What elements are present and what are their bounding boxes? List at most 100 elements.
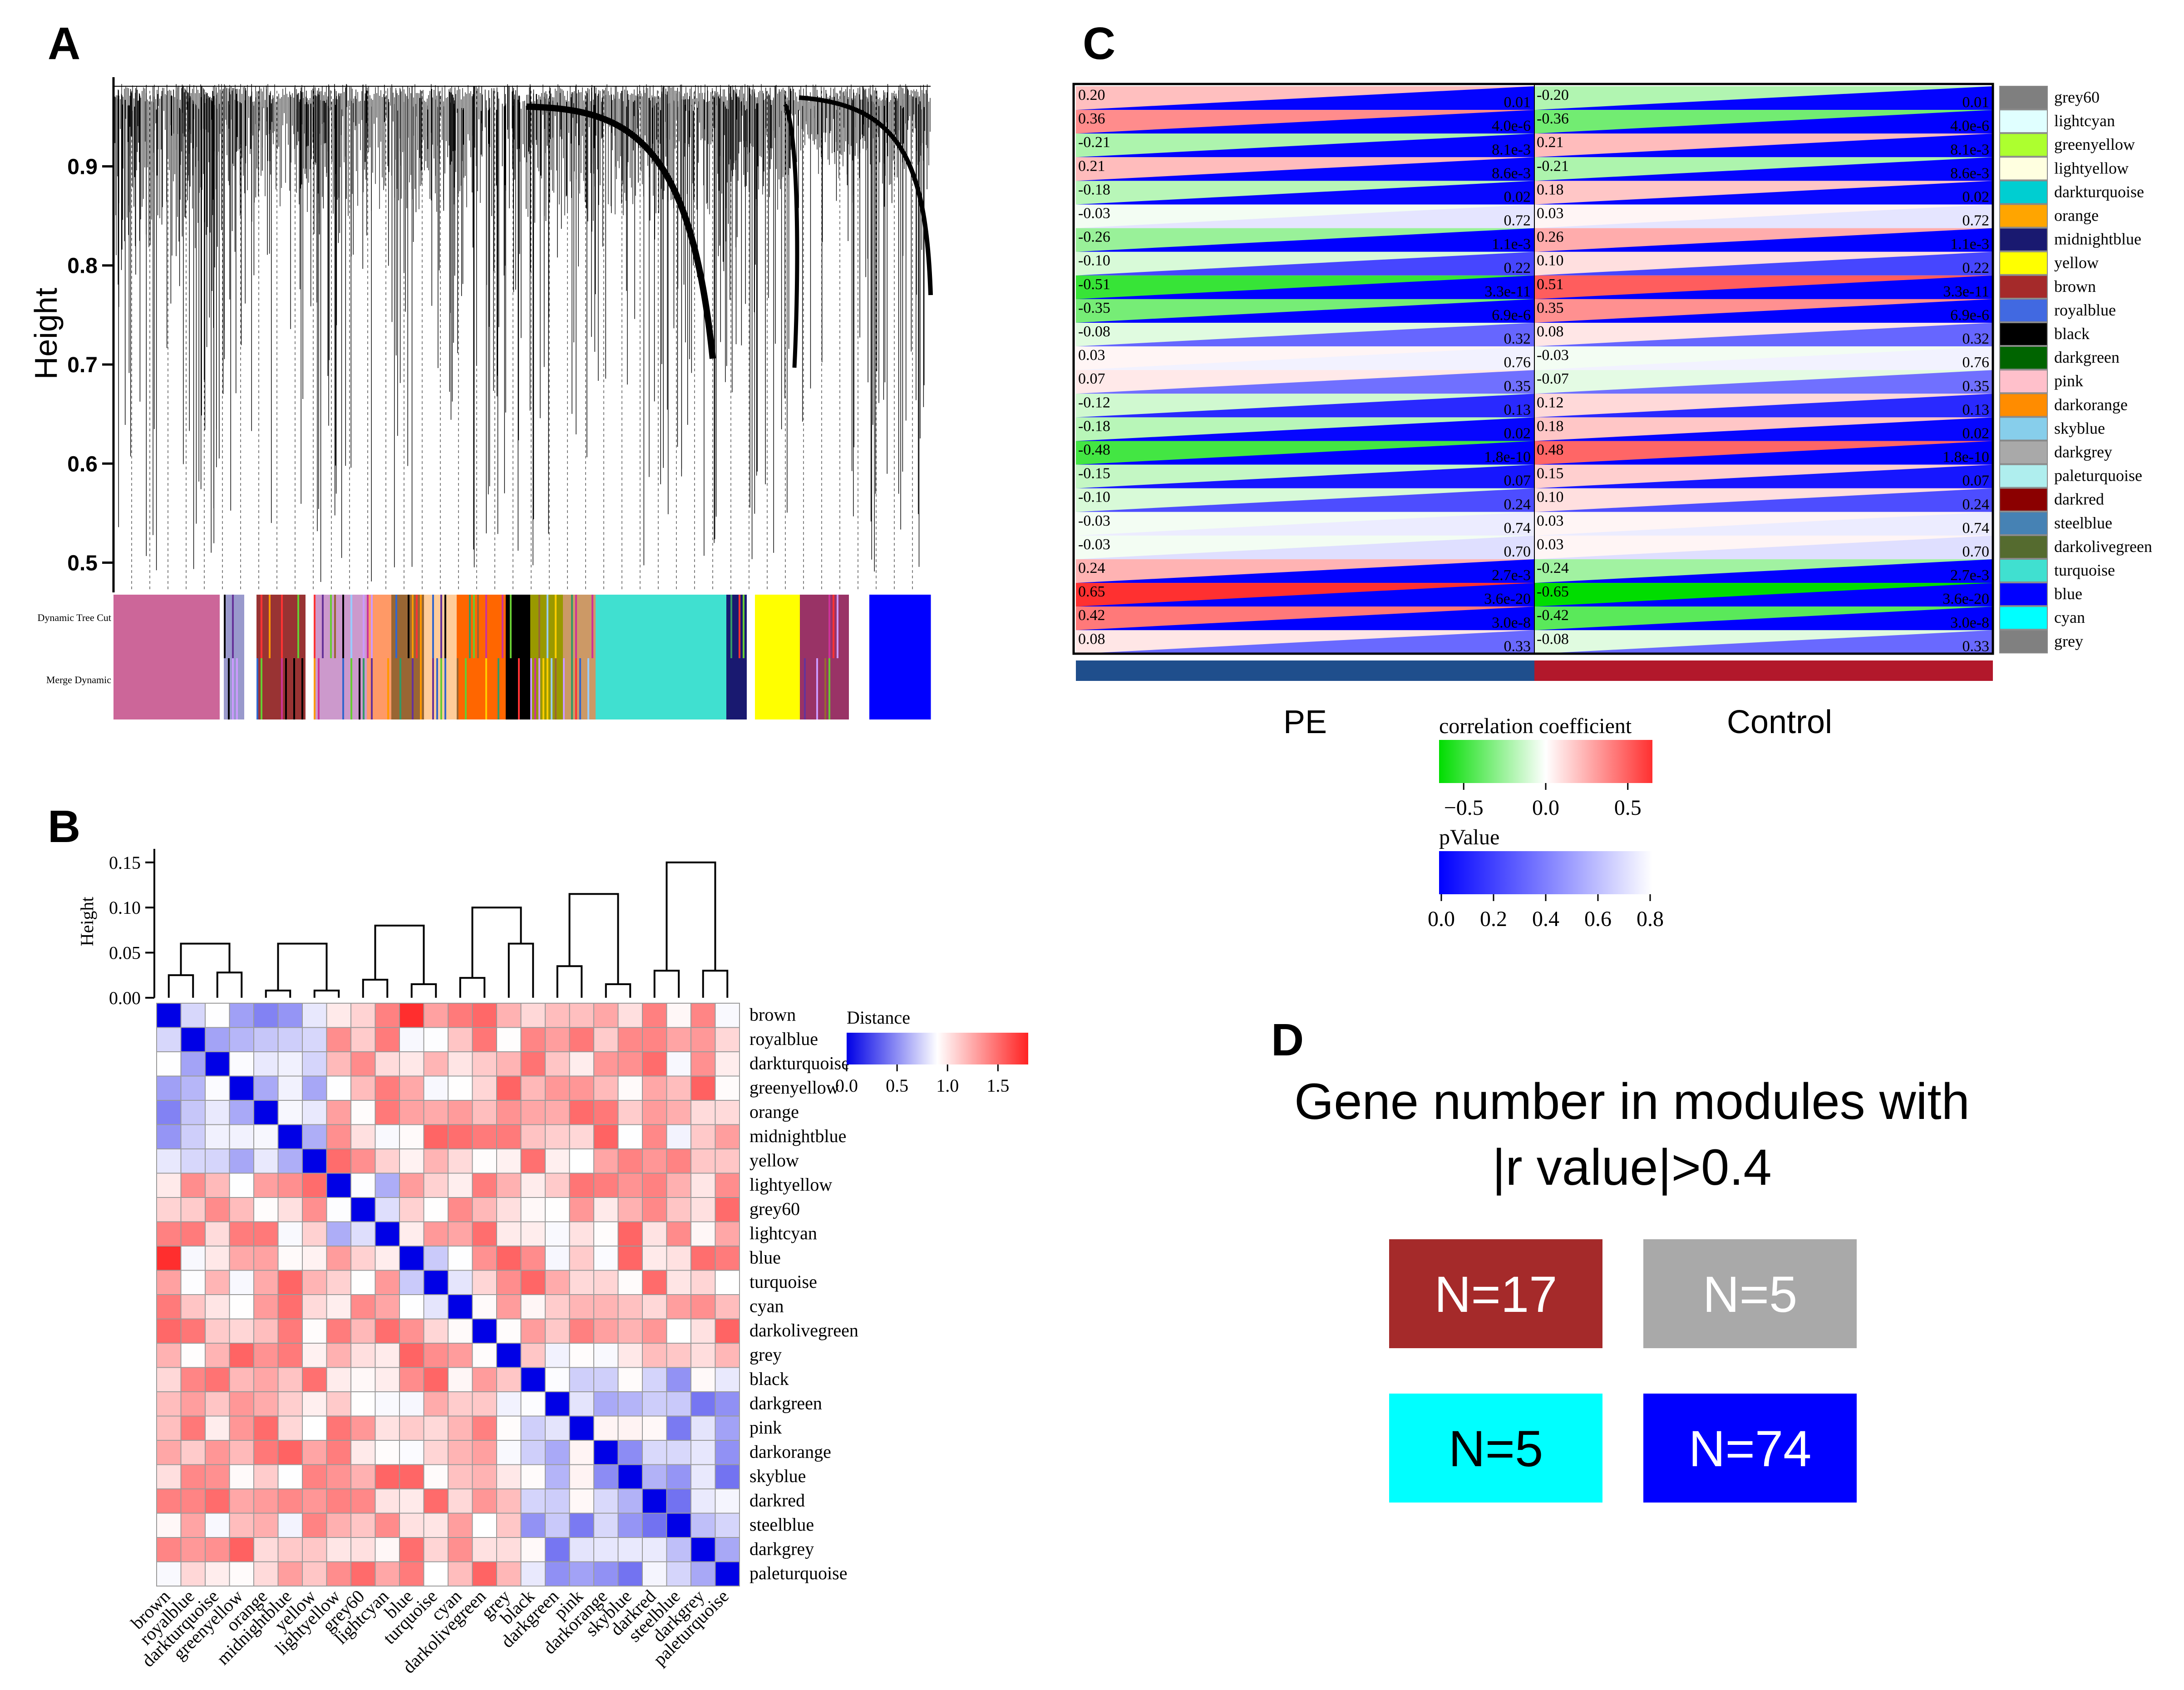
distance-cell (375, 1561, 400, 1587)
distance-cell (520, 1367, 546, 1392)
module-color-stripe (371, 595, 373, 658)
distance-cell (229, 1003, 254, 1028)
distance-cell (666, 1148, 691, 1174)
module-swatch (1999, 298, 2048, 323)
distance-cell (593, 1513, 619, 1538)
pvalue-value: 0.70 (1504, 543, 1531, 560)
distance-cell (569, 1513, 594, 1538)
pvalue-triangle (1534, 251, 1993, 276)
distance-cell (156, 1488, 182, 1514)
dendro-link (508, 942, 534, 998)
distance-cell (229, 1246, 254, 1271)
module-swatch (1999, 133, 2048, 157)
distance-cell (399, 1027, 424, 1052)
correlation-value: -0.18 (1078, 418, 1110, 434)
distance-cell (715, 1318, 740, 1344)
distance-cell (666, 1173, 691, 1198)
correlation-value: 0.18 (1537, 418, 1564, 434)
distance-cell (545, 1003, 570, 1028)
distance-cell (302, 1051, 327, 1077)
distance-cell (472, 1488, 497, 1514)
distance-cell (617, 1537, 643, 1562)
correlation-value: 0.36 (1078, 110, 1105, 127)
distance-cell (156, 1100, 182, 1125)
panel-a-row-label-merge: Merge Dynamic (46, 674, 111, 685)
distance-cell (277, 1318, 303, 1344)
distance-cell (205, 1561, 230, 1587)
distance-legend-tick-label: 0.0 (835, 1075, 858, 1096)
distance-cell (205, 1464, 230, 1489)
distance-cell (180, 1246, 206, 1271)
module-swatch (1999, 275, 2048, 299)
heatmap-row-label: grey (749, 1345, 782, 1365)
distance-cell (277, 1100, 303, 1125)
dendro-link (362, 979, 389, 998)
module-swatch (1999, 346, 2048, 370)
distance-cell (545, 1343, 570, 1368)
correlation-value: -0.15 (1078, 465, 1110, 482)
heatmap-row-label: darkorange (749, 1442, 831, 1462)
distance-cell (350, 1221, 376, 1247)
distance-cell (350, 1051, 376, 1077)
module-swatch (1999, 440, 2048, 464)
pvalue-value: 0.07 (1504, 473, 1531, 489)
pvalue-value: 0.74 (1962, 520, 1990, 537)
module-color-stripe (432, 595, 434, 658)
distance-cell (642, 1513, 667, 1538)
distance-cell (593, 1075, 619, 1101)
module-color-block (800, 595, 849, 658)
pvalue-triangle (1076, 228, 1534, 252)
distance-cell (569, 1391, 594, 1417)
correlation-value: -0.24 (1537, 560, 1569, 576)
module-legend-label: royalblue (2054, 301, 2116, 319)
distance-cell (375, 1124, 400, 1149)
distance-cell (423, 1391, 449, 1417)
pvalue-triangle (1076, 299, 1534, 323)
module-legend-label: darkred (2054, 490, 2104, 508)
distance-cell (350, 1197, 376, 1222)
distance-cell (472, 1197, 497, 1222)
distance-cell (302, 1318, 327, 1344)
distance-cell (205, 1075, 230, 1101)
distance-cell (617, 1051, 643, 1077)
module-color-stripe (371, 658, 373, 719)
distance-cell (448, 1173, 473, 1198)
module-color-block (869, 595, 931, 658)
distance-cell (326, 1075, 351, 1101)
module-color-stripe (350, 595, 352, 658)
module-color-block (747, 595, 755, 658)
distance-cell (569, 1075, 594, 1101)
pvalue-value: 8.1e-3 (1950, 141, 1989, 158)
distance-cell (326, 1051, 351, 1077)
module-color-stripe (314, 595, 316, 658)
pvalue-triangle (1076, 110, 1534, 134)
p-legend-tick-label: 0.8 (1637, 907, 1664, 931)
distance-cell (593, 1415, 619, 1441)
distance-cell (666, 1294, 691, 1320)
distance-cell (593, 1246, 619, 1271)
pvalue-value: 0.35 (1962, 378, 1990, 394)
module-color-stripe (367, 595, 369, 658)
module-color-stripe (563, 658, 565, 719)
distance-cell (180, 1513, 206, 1538)
distance-cell (229, 1124, 254, 1149)
correlation-value: -0.35 (1078, 300, 1110, 316)
module-color-stripe (538, 595, 540, 658)
dendro-ytick-label: 0.15 (109, 852, 141, 873)
pvalue-triangle (1076, 370, 1534, 394)
distance-cell (375, 1027, 400, 1052)
distance-cell (399, 1173, 424, 1198)
module-color-stripe (232, 595, 234, 658)
distance-cell (229, 1221, 254, 1247)
distance-cell (715, 1440, 740, 1465)
distance-cell (277, 1124, 303, 1149)
panel-b-legend-gradient (847, 1033, 1028, 1064)
correlation-value: 0.65 (1078, 583, 1105, 600)
distance-cell (326, 1221, 351, 1247)
distance-cell (448, 1197, 473, 1222)
distance-cell (617, 1148, 643, 1174)
pvalue-value: 0.22 (1962, 260, 1990, 276)
correlation-value: -0.20 (1537, 87, 1569, 103)
distance-cell (205, 1003, 230, 1028)
distance-cell (715, 1027, 740, 1052)
